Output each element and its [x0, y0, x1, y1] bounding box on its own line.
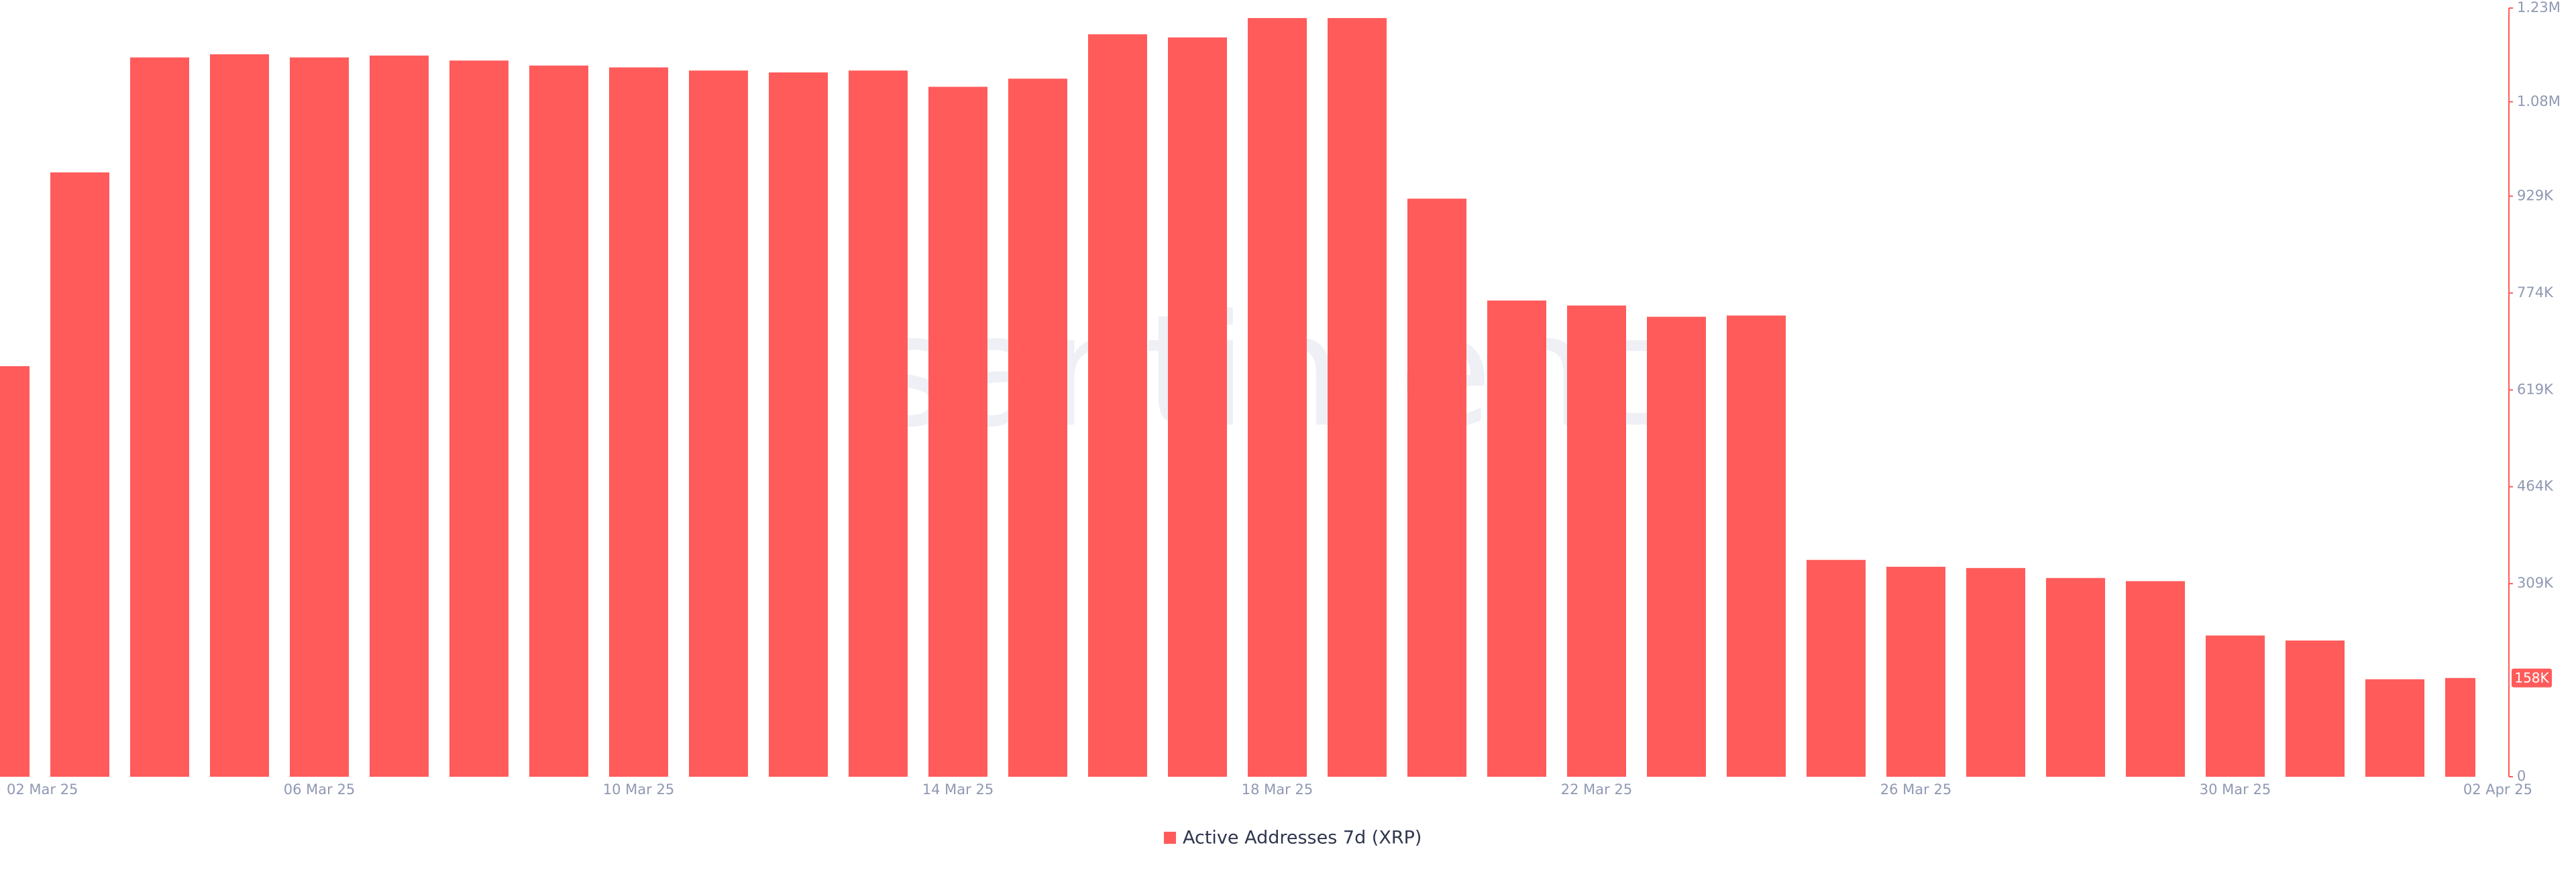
- bar: [609, 67, 668, 777]
- bar: [449, 60, 508, 777]
- bar: [0, 366, 30, 777]
- value-badge: [2512, 668, 2552, 688]
- bar: [50, 172, 109, 777]
- x-tick-label: 10 Mar 25: [603, 781, 674, 798]
- bar: [1487, 301, 1546, 777]
- bar: [2206, 635, 2265, 777]
- bar: [1168, 37, 1227, 777]
- x-tick-label: 22 Mar 25: [1561, 781, 1632, 798]
- x-tick-label: 06 Mar 25: [284, 781, 355, 798]
- bar: [2365, 679, 2424, 777]
- x-tick-label: 18 Mar 25: [1242, 781, 1313, 798]
- bar: [2126, 581, 2185, 777]
- x-tick-label: 26 Mar 25: [1880, 781, 1951, 798]
- bar: [210, 54, 269, 777]
- bar: [1567, 305, 1626, 777]
- bar: [1008, 78, 1067, 777]
- bar: [130, 57, 189, 777]
- bar: [689, 70, 748, 777]
- y-tick-label: 464K: [2517, 478, 2554, 494]
- bar: [1727, 315, 1786, 777]
- bar: [2445, 677, 2475, 777]
- bar: [1407, 199, 1466, 777]
- bar: [769, 72, 828, 777]
- bar: [529, 65, 588, 777]
- bar: [1886, 566, 1945, 777]
- bar: [290, 57, 349, 777]
- legend-label: Active Addresses 7d (XRP): [1183, 828, 1421, 849]
- y-tick-label: 309K: [2517, 575, 2554, 591]
- bar: [928, 87, 987, 777]
- bar: [1647, 317, 1706, 777]
- bar: [849, 70, 908, 777]
- bar: [2046, 578, 2105, 777]
- y-tick-label: 929K: [2517, 187, 2554, 203]
- bar: [1248, 17, 1307, 777]
- y-tick-label: 0: [2517, 768, 2526, 784]
- x-tick-label: 02 Mar 25: [7, 781, 78, 798]
- legend-swatch: [1164, 832, 1176, 844]
- bars: [0, 17, 2475, 777]
- x-tick-label: 14 Mar 25: [922, 781, 994, 798]
- x-tick-label: 30 Mar 25: [2200, 781, 2271, 798]
- bar: [1966, 567, 2025, 777]
- bar: [370, 55, 429, 777]
- bar: [1088, 34, 1147, 777]
- bar: [2286, 640, 2345, 777]
- y-tick-label: 1.23M: [2517, 0, 2561, 15]
- value-label: 158K: [2514, 669, 2549, 686]
- bar: [1328, 17, 1387, 777]
- y-tick-label: 774K: [2517, 284, 2554, 301]
- y-tick-label: 619K: [2517, 381, 2554, 397]
- x-tick-label: 02 Apr 25: [2463, 781, 2532, 798]
- bar: [1807, 559, 1866, 777]
- y-tick-label: 1.08M: [2517, 93, 2561, 109]
